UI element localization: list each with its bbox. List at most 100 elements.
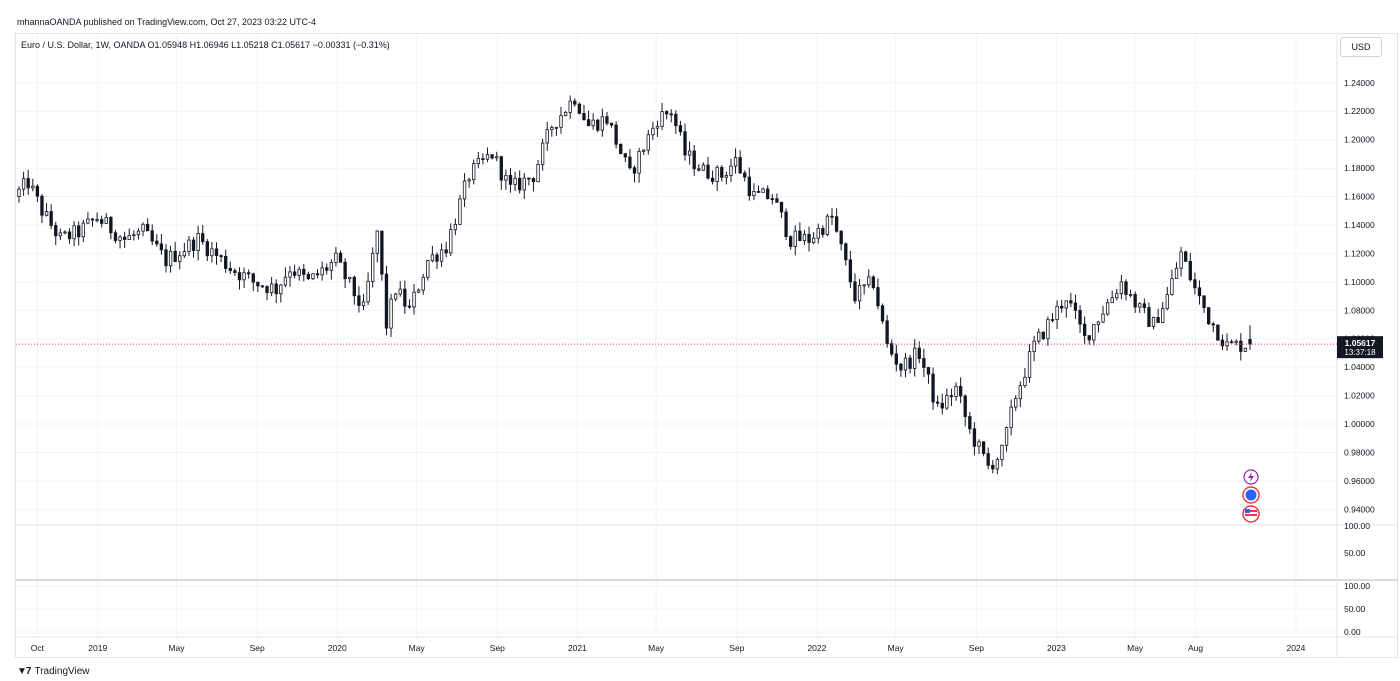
candle-body bbox=[1124, 281, 1128, 295]
candle-body bbox=[1248, 339, 1252, 345]
candle-body bbox=[127, 235, 131, 240]
currency-button[interactable]: USD bbox=[1340, 37, 1382, 57]
candle-body bbox=[894, 353, 898, 365]
candle-body bbox=[122, 236, 127, 240]
candle-body bbox=[1128, 294, 1133, 296]
candle-body bbox=[779, 201, 784, 213]
candle-body bbox=[1179, 251, 1183, 269]
candle-body bbox=[159, 243, 164, 251]
y-tick-label: 0.96000 bbox=[1344, 476, 1375, 486]
candle-body bbox=[1197, 287, 1202, 297]
candle-body bbox=[554, 126, 559, 129]
candle-body bbox=[136, 230, 141, 236]
candle-body bbox=[1069, 300, 1073, 304]
y-tick-label: 0.98000 bbox=[1344, 447, 1375, 457]
candle-body bbox=[453, 223, 458, 231]
candle-body bbox=[724, 175, 729, 178]
candle-body bbox=[1243, 347, 1248, 352]
candle-body bbox=[890, 343, 894, 355]
candle-body bbox=[90, 218, 95, 221]
candle-body bbox=[536, 163, 540, 183]
candle-body bbox=[306, 273, 311, 280]
candle-body bbox=[1188, 260, 1192, 281]
candle-body bbox=[844, 243, 848, 261]
candle-body bbox=[343, 261, 347, 280]
candle-body bbox=[577, 103, 582, 114]
symbol-legend: Euro / U.S. Dollar, 1W, OANDA O1.05948 H… bbox=[21, 40, 390, 50]
candle-body bbox=[467, 179, 471, 182]
candle-body bbox=[100, 219, 104, 224]
candle-body bbox=[320, 267, 324, 276]
candle-body bbox=[54, 225, 58, 237]
candle-body bbox=[789, 236, 793, 247]
candle-body bbox=[540, 142, 545, 165]
candle-body bbox=[848, 259, 853, 283]
y-tick-label: 1.10000 bbox=[1344, 277, 1375, 287]
tradingview-logo[interactable]: ▼7 TradingView bbox=[17, 666, 90, 677]
x-tick-label: Sep bbox=[729, 643, 744, 653]
candle-body bbox=[651, 127, 655, 136]
candle-body bbox=[380, 230, 384, 275]
candle-body bbox=[334, 252, 338, 263]
candle-body bbox=[862, 284, 866, 287]
candle-body bbox=[1202, 295, 1206, 308]
candle-body bbox=[357, 295, 361, 306]
candle-body bbox=[476, 158, 480, 164]
candle-body bbox=[1032, 340, 1036, 353]
candle-body bbox=[375, 230, 379, 254]
candle-body bbox=[669, 113, 673, 116]
candle-body bbox=[674, 113, 678, 127]
candle-body bbox=[1156, 316, 1160, 323]
candle-body bbox=[922, 358, 926, 368]
candle-body bbox=[793, 230, 797, 247]
candle-body bbox=[821, 228, 825, 235]
candle-body bbox=[1087, 335, 1091, 341]
x-tick-label: May bbox=[1127, 643, 1144, 653]
candle-body bbox=[876, 287, 880, 307]
x-tick-label: 2023 bbox=[1047, 643, 1066, 653]
candle-body bbox=[86, 218, 90, 224]
candle-body bbox=[297, 268, 301, 276]
candle-body bbox=[435, 254, 439, 262]
candle-body bbox=[945, 395, 949, 409]
candle-body bbox=[1000, 444, 1004, 460]
candle-body bbox=[1078, 309, 1082, 325]
candle-body bbox=[596, 119, 600, 131]
candle-body bbox=[899, 363, 903, 371]
candle-body bbox=[687, 150, 692, 156]
candle-body bbox=[191, 239, 196, 252]
candle-body bbox=[807, 234, 811, 243]
candle-body bbox=[155, 240, 159, 245]
y-tick-label: 1.22000 bbox=[1344, 106, 1375, 116]
candle-body bbox=[766, 188, 770, 200]
candle-body bbox=[545, 129, 549, 144]
candle-body bbox=[1211, 323, 1215, 326]
indicator-tick-label: 100.00 bbox=[1344, 521, 1370, 531]
candle-body bbox=[1096, 321, 1101, 326]
candle-body bbox=[1023, 376, 1027, 386]
candle-body bbox=[1105, 302, 1110, 315]
candle-body bbox=[1229, 341, 1234, 344]
candle-body bbox=[1174, 267, 1179, 279]
candle-body bbox=[393, 293, 398, 300]
candle-body bbox=[600, 116, 605, 131]
candle-body bbox=[256, 281, 260, 287]
x-tick-label: 2021 bbox=[568, 643, 587, 653]
candle-body bbox=[743, 172, 747, 178]
candle-body bbox=[416, 289, 421, 293]
candle-body bbox=[366, 280, 370, 303]
candle-body bbox=[462, 180, 467, 200]
candle-body bbox=[991, 464, 995, 470]
candle-body bbox=[251, 273, 255, 283]
candle-body bbox=[605, 116, 609, 124]
candle-body bbox=[1064, 300, 1068, 309]
candle-body bbox=[219, 255, 223, 258]
candle-body bbox=[527, 177, 531, 180]
candle-body bbox=[559, 115, 563, 128]
candle-body bbox=[141, 223, 145, 232]
candle-body bbox=[697, 168, 701, 171]
candle-body bbox=[228, 268, 232, 272]
candle-body bbox=[655, 125, 660, 129]
candle-body bbox=[247, 272, 251, 275]
